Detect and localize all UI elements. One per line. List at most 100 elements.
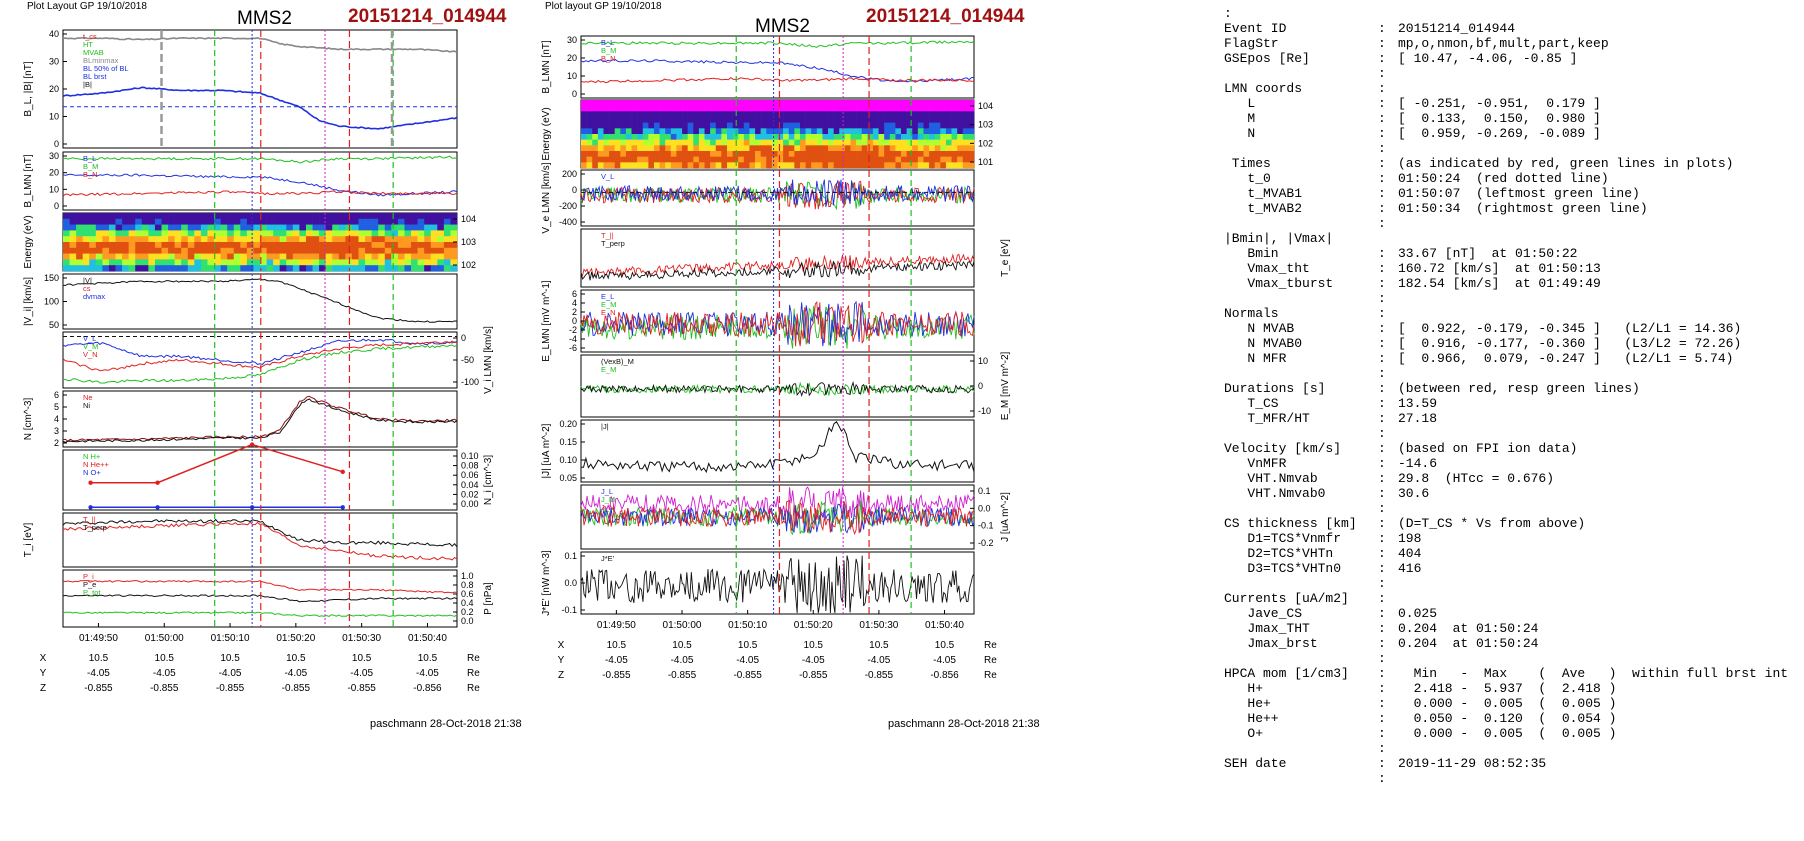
spectrogram-cell	[749, 151, 756, 157]
right-tick-label: 0.6	[461, 589, 474, 599]
spectrogram-cell	[358, 230, 366, 237]
spectrogram-cell	[687, 162, 694, 169]
left-tick-label: -200	[559, 201, 577, 211]
spectrogram-cell	[856, 122, 863, 129]
spectrogram-cell	[89, 253, 97, 260]
spectrogram-cell	[884, 105, 891, 112]
spectrogram-cell	[305, 259, 313, 266]
summary-value: (D=T_CS * Vs from above)	[1398, 516, 1586, 531]
summary-key: Jmax_brst	[1224, 636, 1318, 651]
spectrogram-cell	[839, 111, 846, 118]
spectrogram-cell	[358, 236, 366, 243]
summary-separator: :	[1378, 351, 1386, 366]
spectrogram-cell	[620, 122, 627, 129]
spectrogram-cell	[878, 156, 885, 163]
spectrogram-cell	[889, 117, 896, 123]
spectrogram-cell	[968, 145, 975, 152]
spectrogram-cell	[912, 145, 919, 152]
right-tick-label: 102	[978, 138, 993, 148]
legend-entry: J_N	[601, 503, 614, 512]
spectrogram-cell	[305, 213, 313, 220]
spectrogram-cell	[962, 128, 969, 135]
spectrogram-cell	[319, 242, 326, 249]
spectrogram-cell	[839, 162, 846, 169]
summary-separator: :	[1378, 276, 1386, 291]
spectrogram-cell	[620, 151, 627, 157]
spectrogram-cell	[168, 213, 175, 220]
spectrogram-cell	[872, 100, 879, 106]
spectrogram-cell	[721, 105, 728, 112]
spectrogram-cell	[417, 265, 425, 272]
spectrogram-cell	[872, 128, 879, 135]
left-tick-label: 30	[49, 151, 59, 161]
spectrogram-cell	[397, 230, 405, 237]
spectrogram-cell	[665, 117, 672, 123]
spectrogram-cell	[365, 242, 372, 249]
spectrogram-cell	[749, 162, 756, 169]
spectrogram-cell	[805, 134, 812, 140]
spectrogram-cell	[351, 224, 359, 231]
spectrogram-cell	[273, 224, 280, 231]
left-tick-label: 3	[54, 426, 59, 436]
spectrogram-cell	[743, 156, 750, 163]
summary-row: t_MVAB2:01:50:34 (rightmost green line)	[1224, 201, 1788, 216]
spectrogram-cell	[128, 259, 136, 266]
spectrogram-cell	[929, 134, 935, 140]
panel-em: 100-10 E_M [mV m^-2](VexB)_ME_M	[580, 351, 1011, 420]
legend-entry: B_L	[601, 38, 614, 47]
summary-row: :	[1224, 141, 1788, 156]
spectrogram-cell	[443, 253, 451, 260]
spectrogram-cell	[404, 230, 412, 237]
spectrogram-cell	[749, 128, 756, 135]
spectrogram-cell	[391, 230, 399, 237]
panel-y-label: |J| [uA m^-2]	[541, 423, 552, 478]
spectrogram-cell	[63, 218, 70, 225]
spectrogram-cell	[777, 105, 784, 112]
spectrogram-cell	[917, 151, 924, 157]
spectrogram-cell	[788, 117, 795, 123]
spectrogram-cell	[581, 100, 587, 106]
spectrogram-cell	[929, 139, 935, 146]
ephemeris-value: -4.05	[605, 655, 628, 666]
spectrogram-cell	[351, 265, 359, 272]
spectrogram-cell	[597, 151, 604, 157]
spectrogram-cell	[867, 151, 874, 157]
summary-row: HPCA mom [1/cm3]: Min - Max ( Ave ) with…	[1224, 666, 1788, 681]
spectrogram-cell	[901, 105, 907, 112]
right-tick-label: 101	[978, 157, 993, 167]
spectrogram-cell	[286, 253, 294, 260]
spectrogram-cell	[603, 151, 610, 157]
spectrogram-cell	[901, 100, 907, 106]
noisy-trace	[580, 300, 975, 347]
spectrogram-cell	[917, 117, 924, 123]
summary-key: LMN coords	[1224, 81, 1303, 96]
left-tick-label: 4	[54, 414, 59, 424]
spectrogram-cell	[878, 162, 885, 169]
spectrogram-cell	[614, 117, 621, 123]
spectrogram-cell	[266, 230, 274, 237]
summary-value: 0.050 - 0.120 ( 0.054 )	[1398, 711, 1617, 726]
spectrogram-cell	[637, 100, 644, 106]
summary-key: Velocity [km/s]	[1224, 441, 1342, 456]
spectrogram-cell	[135, 213, 143, 220]
spectrogram-cell	[648, 111, 655, 118]
spectrogram-cell	[174, 247, 182, 254]
spectrogram-cell	[783, 122, 790, 129]
spectrogram-cell	[154, 230, 162, 237]
spectrogram-cell	[648, 134, 655, 140]
spectrogram-cell	[417, 236, 425, 243]
summary-row: VnMFR: -14.6	[1224, 456, 1788, 471]
spectrogram-cell	[962, 139, 969, 146]
spectrogram-cell	[912, 151, 919, 157]
spectrogram-cell	[102, 213, 110, 220]
summary-row: T_CS:13.59	[1224, 396, 1788, 411]
summary-key: SEH date	[1224, 756, 1287, 771]
spectrogram-cell	[82, 236, 90, 243]
spectrogram-cell	[760, 145, 767, 152]
spectrogram-cell	[154, 253, 162, 260]
spectrogram-cell	[715, 145, 722, 152]
spectrogram-cell	[325, 213, 333, 220]
spectrogram-cell	[69, 259, 77, 266]
spectrogram-cell	[200, 247, 208, 254]
